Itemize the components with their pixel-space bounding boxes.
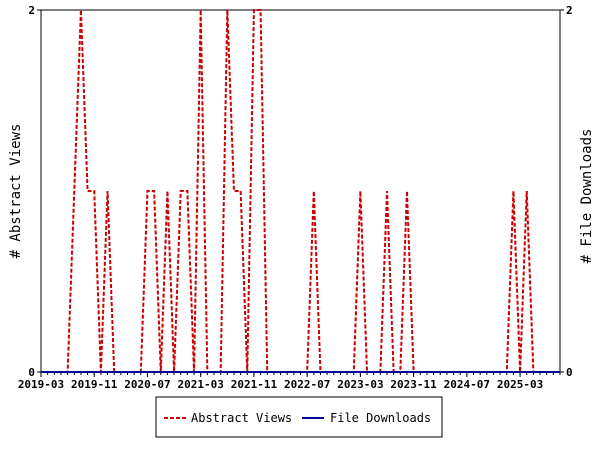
right-y-tick-label: 2: [566, 4, 573, 17]
x-tick-label: 2019-03: [18, 378, 64, 391]
right-y-tick-label: 0: [566, 366, 573, 379]
x-tick-label: 2024-07: [444, 378, 490, 391]
x-tick-label: 2023-03: [337, 378, 383, 391]
x-tick-label: 2021-03: [178, 378, 224, 391]
legend: Abstract Views File Downloads: [155, 396, 443, 438]
left-y-tick-label: 2: [28, 4, 35, 17]
x-tick-label: 2019-11: [71, 378, 118, 391]
right-axis-ticks: 02: [560, 4, 573, 379]
right-axis-title: # File Downloads: [579, 129, 595, 264]
left-y-tick-label: 0: [28, 366, 35, 379]
series-line-abstract-views: [41, 9, 560, 373]
left-axis-title: # Abstract Views: [8, 124, 24, 259]
x-tick-label: 2022-07: [284, 378, 330, 391]
legend-label-abstract-views: Abstract Views: [191, 411, 292, 425]
legend-label-file-downloads: File Downloads: [330, 411, 431, 425]
x-tick-label: 2020-07: [124, 378, 170, 391]
x-axis-ticks: 2019-03 2019-11 2020-07 2021-03 2021-11 2022-…: [18, 372, 561, 391]
series-layer: [41, 9, 560, 373]
x-tick-label: 2025-03: [497, 378, 543, 391]
left-axis-ticks: 02: [28, 4, 41, 379]
x-tick-label: 2021-11: [231, 378, 278, 391]
legend-box: [155, 396, 443, 438]
plot-area: [40, 9, 561, 373]
x-tick-label: 2023-11: [390, 378, 437, 391]
